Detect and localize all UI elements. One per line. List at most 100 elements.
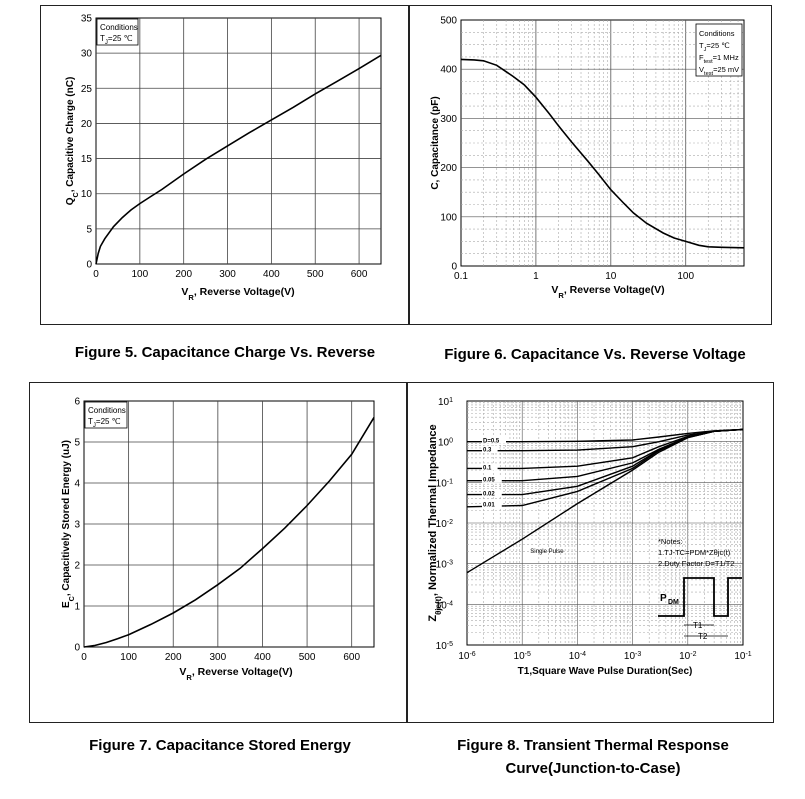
y-tick-label: 500 xyxy=(440,16,457,27)
x-tick-label: 300 xyxy=(210,652,227,663)
plot-area xyxy=(95,17,382,265)
y-tick-label: 200 xyxy=(440,163,457,174)
y-tick-label: 10 xyxy=(81,189,93,200)
figure6-chart: 0.1 1 10 100 0 100 200 300 400 500 Conditions TJ=25… xyxy=(430,16,745,300)
series-line xyxy=(83,416,375,648)
series-label-bg xyxy=(482,463,498,471)
x-tick-label: 0 xyxy=(81,652,87,663)
t2-label: T2 xyxy=(698,632,708,641)
series-label-bg xyxy=(482,436,506,444)
y-axis-label: EC, Capacitively Stored Energy (uJ) xyxy=(61,440,76,608)
y-axis-label: C, Capacitance (pF) xyxy=(430,96,441,189)
y-tick-label: 400 xyxy=(440,65,457,76)
conditions-label: Conditions xyxy=(699,29,735,38)
x-axis-label: VR, Reverse Voltage(V) xyxy=(179,666,292,682)
y-tick-label: 1 xyxy=(74,602,80,613)
y-tick-label: 0 xyxy=(451,262,457,273)
y-tick-label: 6 xyxy=(74,397,80,408)
series-label-bg xyxy=(482,500,502,508)
series-label-bg xyxy=(482,475,502,483)
conditions-value: Vtest=25 mV xyxy=(699,65,739,77)
figure8-caption-line1: Figure 8. Transient Thermal Response xyxy=(457,737,729,754)
conditions-box xyxy=(96,18,139,46)
x-tick-label: 100 xyxy=(120,652,137,663)
x-tick-label: 1 xyxy=(533,271,539,282)
conditions-label: Conditions xyxy=(100,23,138,32)
y-tick-label: 10-5 xyxy=(436,641,453,653)
y-tick-label: 25 xyxy=(81,84,93,95)
figure7-frame xyxy=(29,382,408,723)
series-label: Single Pulse xyxy=(530,549,564,555)
t1-label: T1 xyxy=(693,621,703,630)
y-tick-label: 5 xyxy=(86,224,92,235)
x-tick-label: 300 xyxy=(219,269,236,280)
y-tick-label: 20 xyxy=(81,119,93,130)
conditions-value: Ftest=1 MHz xyxy=(699,53,739,65)
series-label-bg xyxy=(482,445,498,453)
pulse-waveform xyxy=(658,577,742,617)
pdm-label-sub: DM xyxy=(668,599,679,606)
y-axis-label: QC, Capacitive Charge (nC) xyxy=(65,77,80,206)
series-label: 0.05 xyxy=(483,478,495,484)
figure8-caption-line2: Curve(Junction-to-Case) xyxy=(505,760,681,777)
x-tick-label: 400 xyxy=(254,652,271,663)
x-tick-label: 10-3 xyxy=(624,651,641,663)
y-tick-label: 15 xyxy=(81,154,93,165)
y-tick-label: 10-2 xyxy=(436,519,453,531)
y-tick-label: 300 xyxy=(440,114,457,125)
x-tick-label: 100 xyxy=(132,269,149,280)
y-tick-label: 10-1 xyxy=(436,478,453,490)
y-tick-label: 100 xyxy=(438,437,453,449)
x-tick-label: 10-4 xyxy=(569,651,586,663)
series-line xyxy=(95,54,382,265)
figure5-chart: 0 100 200 300 400 500 600 0 5 10 15 20 25 30 35 Conditi… xyxy=(65,14,382,302)
figure5-caption: Figure 5. Capacitance Charge Vs. Reverse xyxy=(74,344,376,361)
conditions-value: TJ=25 ℃ xyxy=(100,34,133,46)
x-tick-label: 400 xyxy=(263,269,280,280)
series-line xyxy=(466,428,744,574)
conditions-box xyxy=(84,401,128,429)
series-line xyxy=(460,58,745,249)
figure8-chart: 10-6 10-5 10-4 10-3 10-2 10-1 10-5 10-4 10-3 10-2… xyxy=(427,397,752,678)
x-tick-label: 10 xyxy=(605,271,617,282)
series-label: D=0.5 xyxy=(483,439,500,445)
y-tick-label: 100 xyxy=(440,212,457,223)
y-tick-label: 4 xyxy=(74,479,80,490)
series-label-bg xyxy=(482,489,502,497)
note-text: *Notes: xyxy=(658,537,683,546)
figure5-frame xyxy=(40,5,410,325)
figure7-caption: Figure 7. Capacitance Stored Energy xyxy=(89,737,351,754)
x-axis-label: T1,Square Wave Pulse Duration(Sec) xyxy=(518,666,693,677)
x-tick-label: 10-2 xyxy=(679,651,696,663)
y-tick-label: 2 xyxy=(74,561,80,572)
series-label: 0.1 xyxy=(483,465,492,471)
x-tick-label: 500 xyxy=(299,652,316,663)
conditions-value: TJ=25 ℃ xyxy=(88,417,121,429)
figure7-chart: 0 100 200 300 400 500 600 0 1 2 3 4 5 6 Conditions TJ=2… xyxy=(61,397,375,682)
x-tick-label: 0 xyxy=(93,269,99,280)
figure6-frame xyxy=(408,5,772,325)
x-tick-label: 100 xyxy=(677,271,694,282)
series-label: 0.01 xyxy=(483,502,495,508)
conditions-value: TJ=25 ℃ xyxy=(699,41,730,53)
y-tick-label: 10-4 xyxy=(436,600,453,612)
x-tick-label: 10-1 xyxy=(734,651,751,663)
y-tick-label: 101 xyxy=(438,397,453,409)
y-tick-label: 0 xyxy=(86,260,92,271)
figure6-caption: Figure 6. Capacitance Vs. Reverse Voltag… xyxy=(444,346,746,363)
y-tick-label: 5 xyxy=(74,438,80,449)
conditions-box xyxy=(695,23,743,77)
x-tick-label: 500 xyxy=(307,269,324,280)
x-tick-label: 10-5 xyxy=(514,651,531,663)
x-axis-label: VR, Reverse Voltage(V) xyxy=(551,284,664,300)
note-text: 2.Duty Factor D=T1/T2 xyxy=(658,559,734,568)
x-tick-label: 600 xyxy=(351,269,368,280)
y-tick-label: 0 xyxy=(74,643,80,654)
x-tick-label: 200 xyxy=(165,652,182,663)
pdm-label: P xyxy=(660,593,667,604)
series-label: 0.02 xyxy=(483,492,495,498)
y-tick-label: 30 xyxy=(81,49,93,60)
note-text: 1.TJ-TC=PDM*Zθjc(t) xyxy=(658,548,731,557)
x-tick-label: 10-6 xyxy=(458,651,475,663)
series-label: 0.3 xyxy=(483,448,492,454)
